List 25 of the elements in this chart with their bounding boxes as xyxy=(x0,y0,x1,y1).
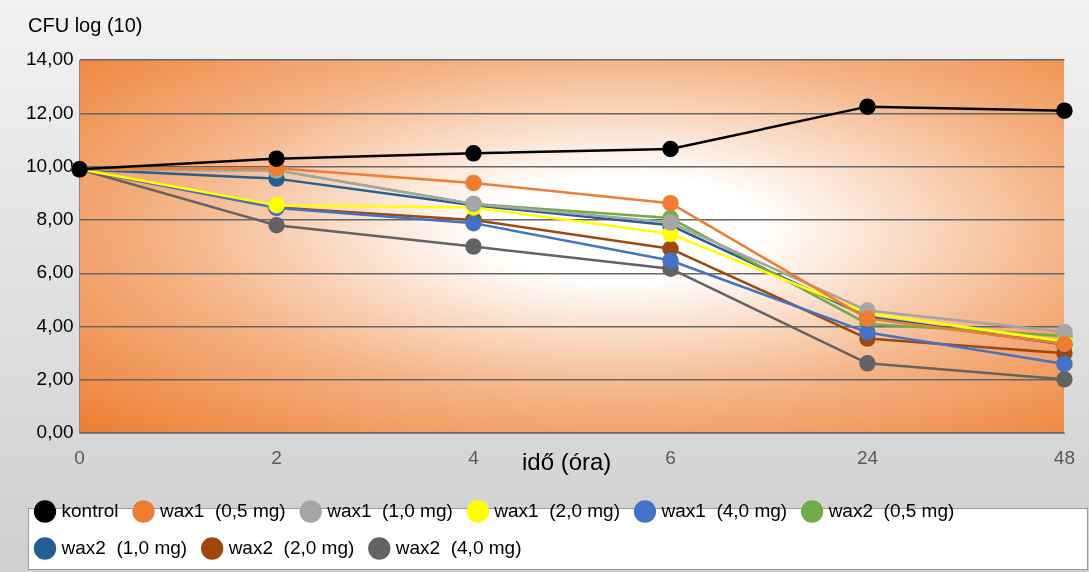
legend-label: wax1 (2,0 mg) xyxy=(493,499,620,521)
y-tick-label: 10,00 xyxy=(26,154,74,176)
x-tick-label: 48 xyxy=(1053,446,1075,468)
legend-label: wax2 (2,0 mg) xyxy=(227,536,355,558)
x-tick-label: 4 xyxy=(468,446,480,468)
x-tick-label: 2 xyxy=(271,446,282,468)
legend-label: wax2 (1,0 mg) xyxy=(60,536,188,558)
x-axis-title: idő (óra) xyxy=(521,448,612,476)
legend-label: wax2 (0,5 mg) xyxy=(827,499,955,521)
legend-label: wax1 (1,0 mg) xyxy=(326,499,453,521)
legend-label: wax1 (0,5 mg) xyxy=(159,499,286,521)
legend-label: kontrol xyxy=(61,499,119,521)
y-tick-label: 4,00 xyxy=(36,314,74,336)
legend-label: wax2 (4,0 mg) xyxy=(394,536,522,558)
x-tick-label: 24 xyxy=(856,446,879,468)
legend-label: wax1 (4,0 mg) xyxy=(660,499,788,521)
x-tick-label: 0 xyxy=(74,446,85,468)
x-tick-label: 6 xyxy=(665,446,676,468)
y-tick-label: 2,00 xyxy=(36,368,74,390)
y-tick-label: 6,00 xyxy=(36,261,74,283)
y-tick-label: 14,00 xyxy=(26,48,74,70)
y-tick-label: 0,00 xyxy=(36,421,74,443)
y-axis-title: CFU log (10) xyxy=(28,14,143,37)
y-tick-label: 12,00 xyxy=(26,101,74,123)
y-tick-label: 8,00 xyxy=(36,208,74,230)
